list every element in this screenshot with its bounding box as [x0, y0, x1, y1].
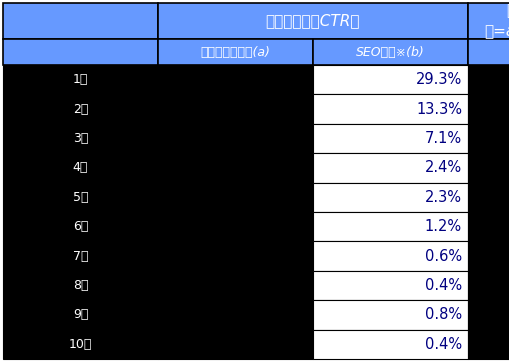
Bar [3, 65, 158, 94]
Text: 6位: 6位 [73, 220, 88, 233]
Bar [3, 94, 158, 124]
Text: 2位: 2位 [73, 102, 88, 115]
Bar [313, 241, 467, 271]
Bar [313, 212, 467, 241]
Bar [467, 65, 509, 94]
Text: 2.4%: 2.4% [424, 160, 461, 176]
Bar [467, 212, 509, 241]
Bar [158, 329, 313, 359]
Bar [313, 65, 467, 94]
Bar [313, 300, 467, 329]
Bar [3, 300, 158, 329]
Text: 8位: 8位 [73, 279, 88, 292]
Bar [3, 182, 158, 212]
Bar [3, 271, 158, 300]
Bar [158, 300, 313, 329]
Bar [3, 329, 158, 359]
Bar [313, 124, 467, 153]
Bar [3, 212, 158, 241]
Text: 0.6%: 0.6% [424, 249, 461, 264]
Bar [313, 329, 467, 359]
Bar [467, 124, 509, 153]
Text: 13.3%: 13.3% [415, 102, 461, 117]
Text: 10位: 10位 [69, 338, 92, 351]
Bar [158, 271, 313, 300]
Bar [3, 124, 158, 153]
Bar [467, 3, 509, 39]
Bar [467, 329, 509, 359]
Bar [3, 153, 158, 182]
Bar [467, 153, 509, 182]
Bar [158, 153, 313, 182]
Bar [313, 271, 467, 300]
Text: 7位: 7位 [73, 250, 88, 262]
Bar [467, 94, 509, 124]
Bar [467, 182, 509, 212]
Bar [158, 39, 313, 65]
Bar [3, 241, 158, 271]
Bar [158, 241, 313, 271]
Bar [467, 39, 509, 65]
Bar [467, 300, 509, 329]
Text: 5位: 5位 [73, 191, 88, 204]
Text: 差異
（=a−b）: 差異 （=a−b） [483, 4, 509, 38]
Bar [158, 124, 313, 153]
Bar [467, 241, 509, 271]
Text: 29.3%: 29.3% [415, 72, 461, 87]
Bar [313, 153, 467, 182]
Bar [313, 182, 467, 212]
Text: 0.4%: 0.4% [424, 337, 461, 352]
Bar [158, 65, 313, 94]
Text: 1位: 1位 [73, 73, 88, 86]
Text: クリニック業界(a): クリニック業界(a) [200, 46, 270, 59]
Text: 4位: 4位 [73, 161, 88, 174]
Bar [3, 3, 158, 39]
Bar [158, 182, 313, 212]
Text: 1.2%: 1.2% [424, 219, 461, 234]
Bar [158, 212, 313, 241]
Text: 0.8%: 0.8% [424, 307, 461, 323]
Bar [158, 94, 313, 124]
Bar [313, 94, 467, 124]
Text: 2.3%: 2.3% [424, 190, 461, 205]
Bar [467, 271, 509, 300]
Text: 7.1%: 7.1% [424, 131, 461, 146]
Bar [3, 39, 158, 65]
Text: クリック率（CTR）: クリック率（CTR） [265, 13, 359, 29]
Bar [158, 3, 467, 39]
Text: SEO業界※(b): SEO業界※(b) [355, 46, 424, 59]
Bar [313, 39, 467, 65]
Text: 3位: 3位 [73, 132, 88, 145]
Text: 9位: 9位 [73, 308, 88, 321]
Text: 0.4%: 0.4% [424, 278, 461, 293]
